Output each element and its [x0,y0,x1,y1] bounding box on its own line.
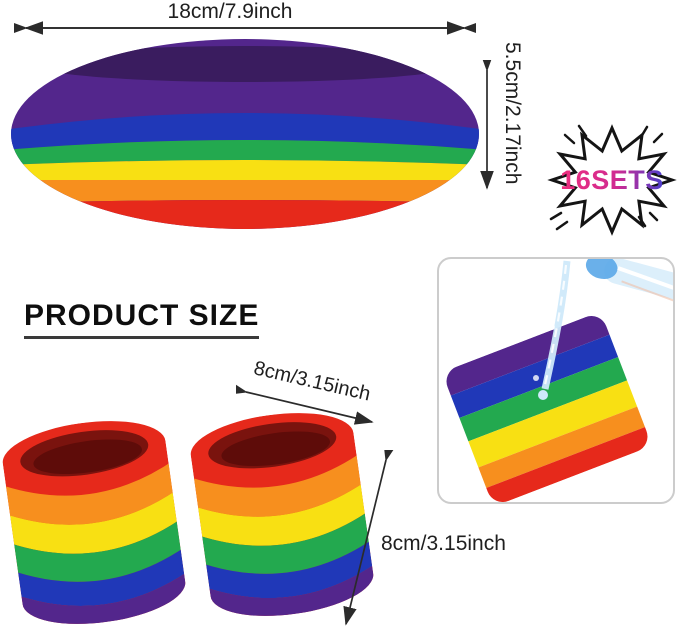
fold-stripe-red [481,425,653,502]
wristband-stripe-blue [6,542,190,606]
wristband-stripe-green [2,514,190,582]
wristband-stripe-orange [0,456,183,525]
wristband-opening-shadow [33,439,142,474]
folded-wristband [441,311,653,502]
wristband-stripe-yellow [0,485,187,554]
folded-wristband-photo [441,259,673,502]
fold-stripe-yellow [463,378,642,470]
sets-badge-label: 16SETS [560,165,664,195]
headband-stripe-yellow [11,160,479,181]
sets-badge: 16SETS [547,124,677,236]
fold-stripe-purple [441,311,615,398]
wristband-stripe-orange [186,448,371,517]
headband-photo [11,39,479,229]
headband-width-arrow-icon [14,21,476,35]
wristband-opening-shadow [221,431,330,466]
headband-height-arrow-icon [480,60,494,190]
page-title: PRODUCT SIZE [24,299,260,339]
fold-stripe-orange [473,404,650,490]
headband-width-label: 18cm/7.9inch [167,0,293,23]
wristband-stripe-green [190,506,378,574]
water-bottle-icon [585,259,673,305]
wristband-stripe-blue [194,534,378,598]
headband-stripe-green [11,140,479,165]
wristband-stripe-yellow [186,477,375,546]
wristband-height-label: 8cm/3.15inch [381,532,506,555]
headband-height-label: 5.5cm/2.17inch [501,42,524,185]
headband-stripe-red [11,200,479,229]
headband-stripe-orange [11,179,479,203]
headband-opening [31,46,459,82]
wristband-height-arrow-icon [343,450,397,626]
wristband-width-arrow-icon [236,382,374,425]
starburst-emphasis-ticks [549,124,664,231]
inset-photo-panel [437,257,675,504]
wristband-right-photo [186,403,378,626]
wristband-left-photo [0,411,190,634]
water-stream [533,260,571,400]
headband-stripe-blue [11,113,479,150]
